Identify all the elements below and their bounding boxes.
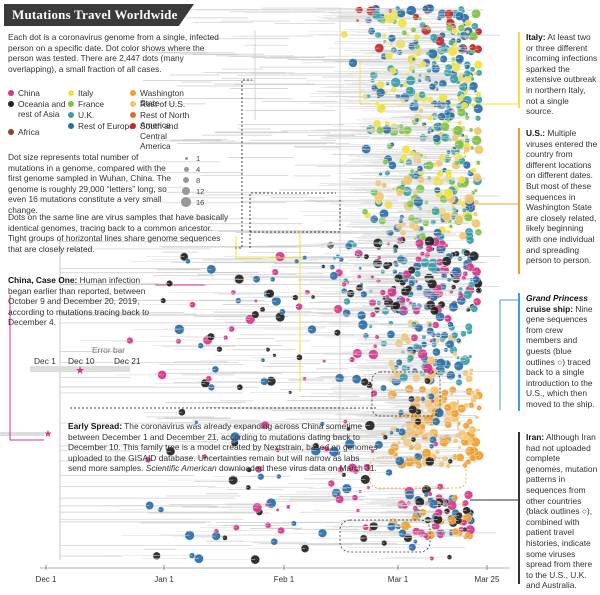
size-legend-dot-4 — [181, 197, 191, 207]
legend-label-7: Rest of North America — [140, 110, 190, 130]
italy-arrow — [235, 79, 252, 249]
early-spread-italic: Scientific American — [145, 463, 217, 474]
us-bar — [518, 128, 520, 274]
legend-label-2: Washington State — [140, 88, 184, 108]
x-tick-label-2: Feb 1 — [273, 575, 295, 584]
error-bar — [30, 366, 130, 372]
us-head: U.S.: — [526, 128, 546, 138]
us-arrow — [249, 192, 336, 248]
size-legend-label-2: 8 — [196, 176, 201, 185]
italy-body: At least two or three different incoming… — [526, 32, 598, 117]
legend-dot-2 — [130, 90, 136, 96]
grand-head2: cruise ship: — [526, 303, 574, 314]
grand-head: Grand Princess — [526, 293, 588, 303]
early-spread-tail: downloaded these virus data on March 31. — [216, 463, 377, 474]
x-tick-label-4: Mar 25 — [474, 575, 500, 584]
legend-dot-9 — [68, 123, 74, 129]
size-legend-dot-2 — [182, 176, 190, 184]
legend-label-8: Africa — [18, 127, 40, 137]
legend-dot-3 — [8, 101, 14, 107]
x-tick-label-1: Jan 1 — [154, 575, 174, 584]
annotation-china-case-one: China, Case One: Human infection began e… — [8, 275, 154, 328]
iran-body: Although Iran had not uploaded complete … — [526, 432, 598, 591]
italy-head: Italy: — [526, 32, 546, 42]
case-one-connector — [9, 295, 44, 441]
case-one-star: ★ — [75, 365, 85, 377]
italy-bar — [518, 32, 520, 108]
legend-label-1: Italy — [78, 88, 94, 98]
early-spread-star: ★ — [44, 429, 53, 440]
grand-princess-outline — [371, 371, 441, 417]
x-tick-label-0: Dec 1 — [35, 575, 57, 584]
grand-leader — [499, 299, 518, 410]
size-legend-dot-3 — [182, 187, 190, 195]
size-text: Dot size represents total number of muta… — [8, 152, 172, 215]
us-body: Multiple viruses entered the country fro… — [526, 128, 598, 266]
annotation-grand-princess: Grand Princess cruise ship: Nine gene se… — [526, 293, 598, 410]
legend-label-4: France — [78, 99, 105, 109]
intro-text: Each dot is a coronavirus genome from a … — [8, 32, 219, 74]
case-one-body: Human infection began earlier than repor… — [8, 275, 150, 328]
annotation-us: U.S.: Multiple viruses entered the count… — [526, 128, 598, 266]
legend-dot-8 — [8, 129, 14, 135]
early-spread-head: Early Spread: — [68, 421, 122, 431]
size-legend-label-0: 1 — [196, 154, 201, 163]
size-legend-label-4: 16 — [196, 198, 205, 207]
legend-dot-1 — [68, 90, 74, 96]
size-legend-label-3: 12 — [196, 187, 205, 196]
legend-dot-0 — [8, 90, 14, 96]
early-spread-body: The coronavirus was already expanding ac… — [68, 421, 378, 474]
chart-title-text: Mutations Travel Worldwide — [12, 7, 178, 22]
legend-label-5: Rest of U.S. — [140, 99, 186, 109]
legend-label-9: Rest of Europe — [78, 121, 134, 131]
iran-bar — [518, 432, 520, 584]
us-outline — [369, 457, 467, 489]
size-legend-label-1: 4 — [196, 165, 201, 174]
case-one-head: China, Case One: — [8, 275, 78, 285]
mini-axis-error-bar: Error bar — [92, 345, 126, 355]
same-line-text: Dots on the same line are virus samples … — [8, 212, 229, 254]
annotation-early-spread: Early Spread: The coronavirus was alread… — [68, 421, 378, 474]
iran-head: Iran: — [526, 432, 545, 442]
annotation-iran: Iran: Although Iran had not uploaded com… — [526, 432, 598, 591]
iran-outline — [339, 519, 431, 553]
legend-label-0: China — [18, 88, 40, 98]
legend-dot-10 — [130, 123, 136, 129]
mini-axis-dec1: Dec 1 — [34, 356, 56, 366]
legend-label-6: U.K. — [78, 110, 95, 120]
legend-dot-5 — [130, 101, 136, 107]
legend-label-10: South and Central America — [140, 121, 179, 151]
italy-connector — [235, 236, 300, 259]
legend-dot-6 — [68, 112, 74, 118]
x-tick-label-3: Mar 1 — [387, 575, 409, 584]
legend-dot-4 — [68, 101, 74, 107]
legend-label-3: Oceania and rest of Asia — [18, 99, 66, 119]
grand-bar — [518, 293, 520, 411]
us-arrow-2 — [250, 200, 341, 233]
size-legend-dot-0 — [184, 156, 188, 160]
mini-axis-dec10: Dec 10 — [68, 356, 95, 366]
annotation-italy: Italy: At least two or three different i… — [526, 32, 598, 117]
chart-title: Mutations Travel Worldwide — [4, 4, 274, 26]
grand-body: Nine gene sequences from crew members an… — [526, 303, 595, 409]
mini-axis-dec21: Dec 21 — [114, 356, 141, 366]
size-legend-dot-1 — [183, 166, 189, 172]
legend-dot-7 — [130, 112, 136, 118]
